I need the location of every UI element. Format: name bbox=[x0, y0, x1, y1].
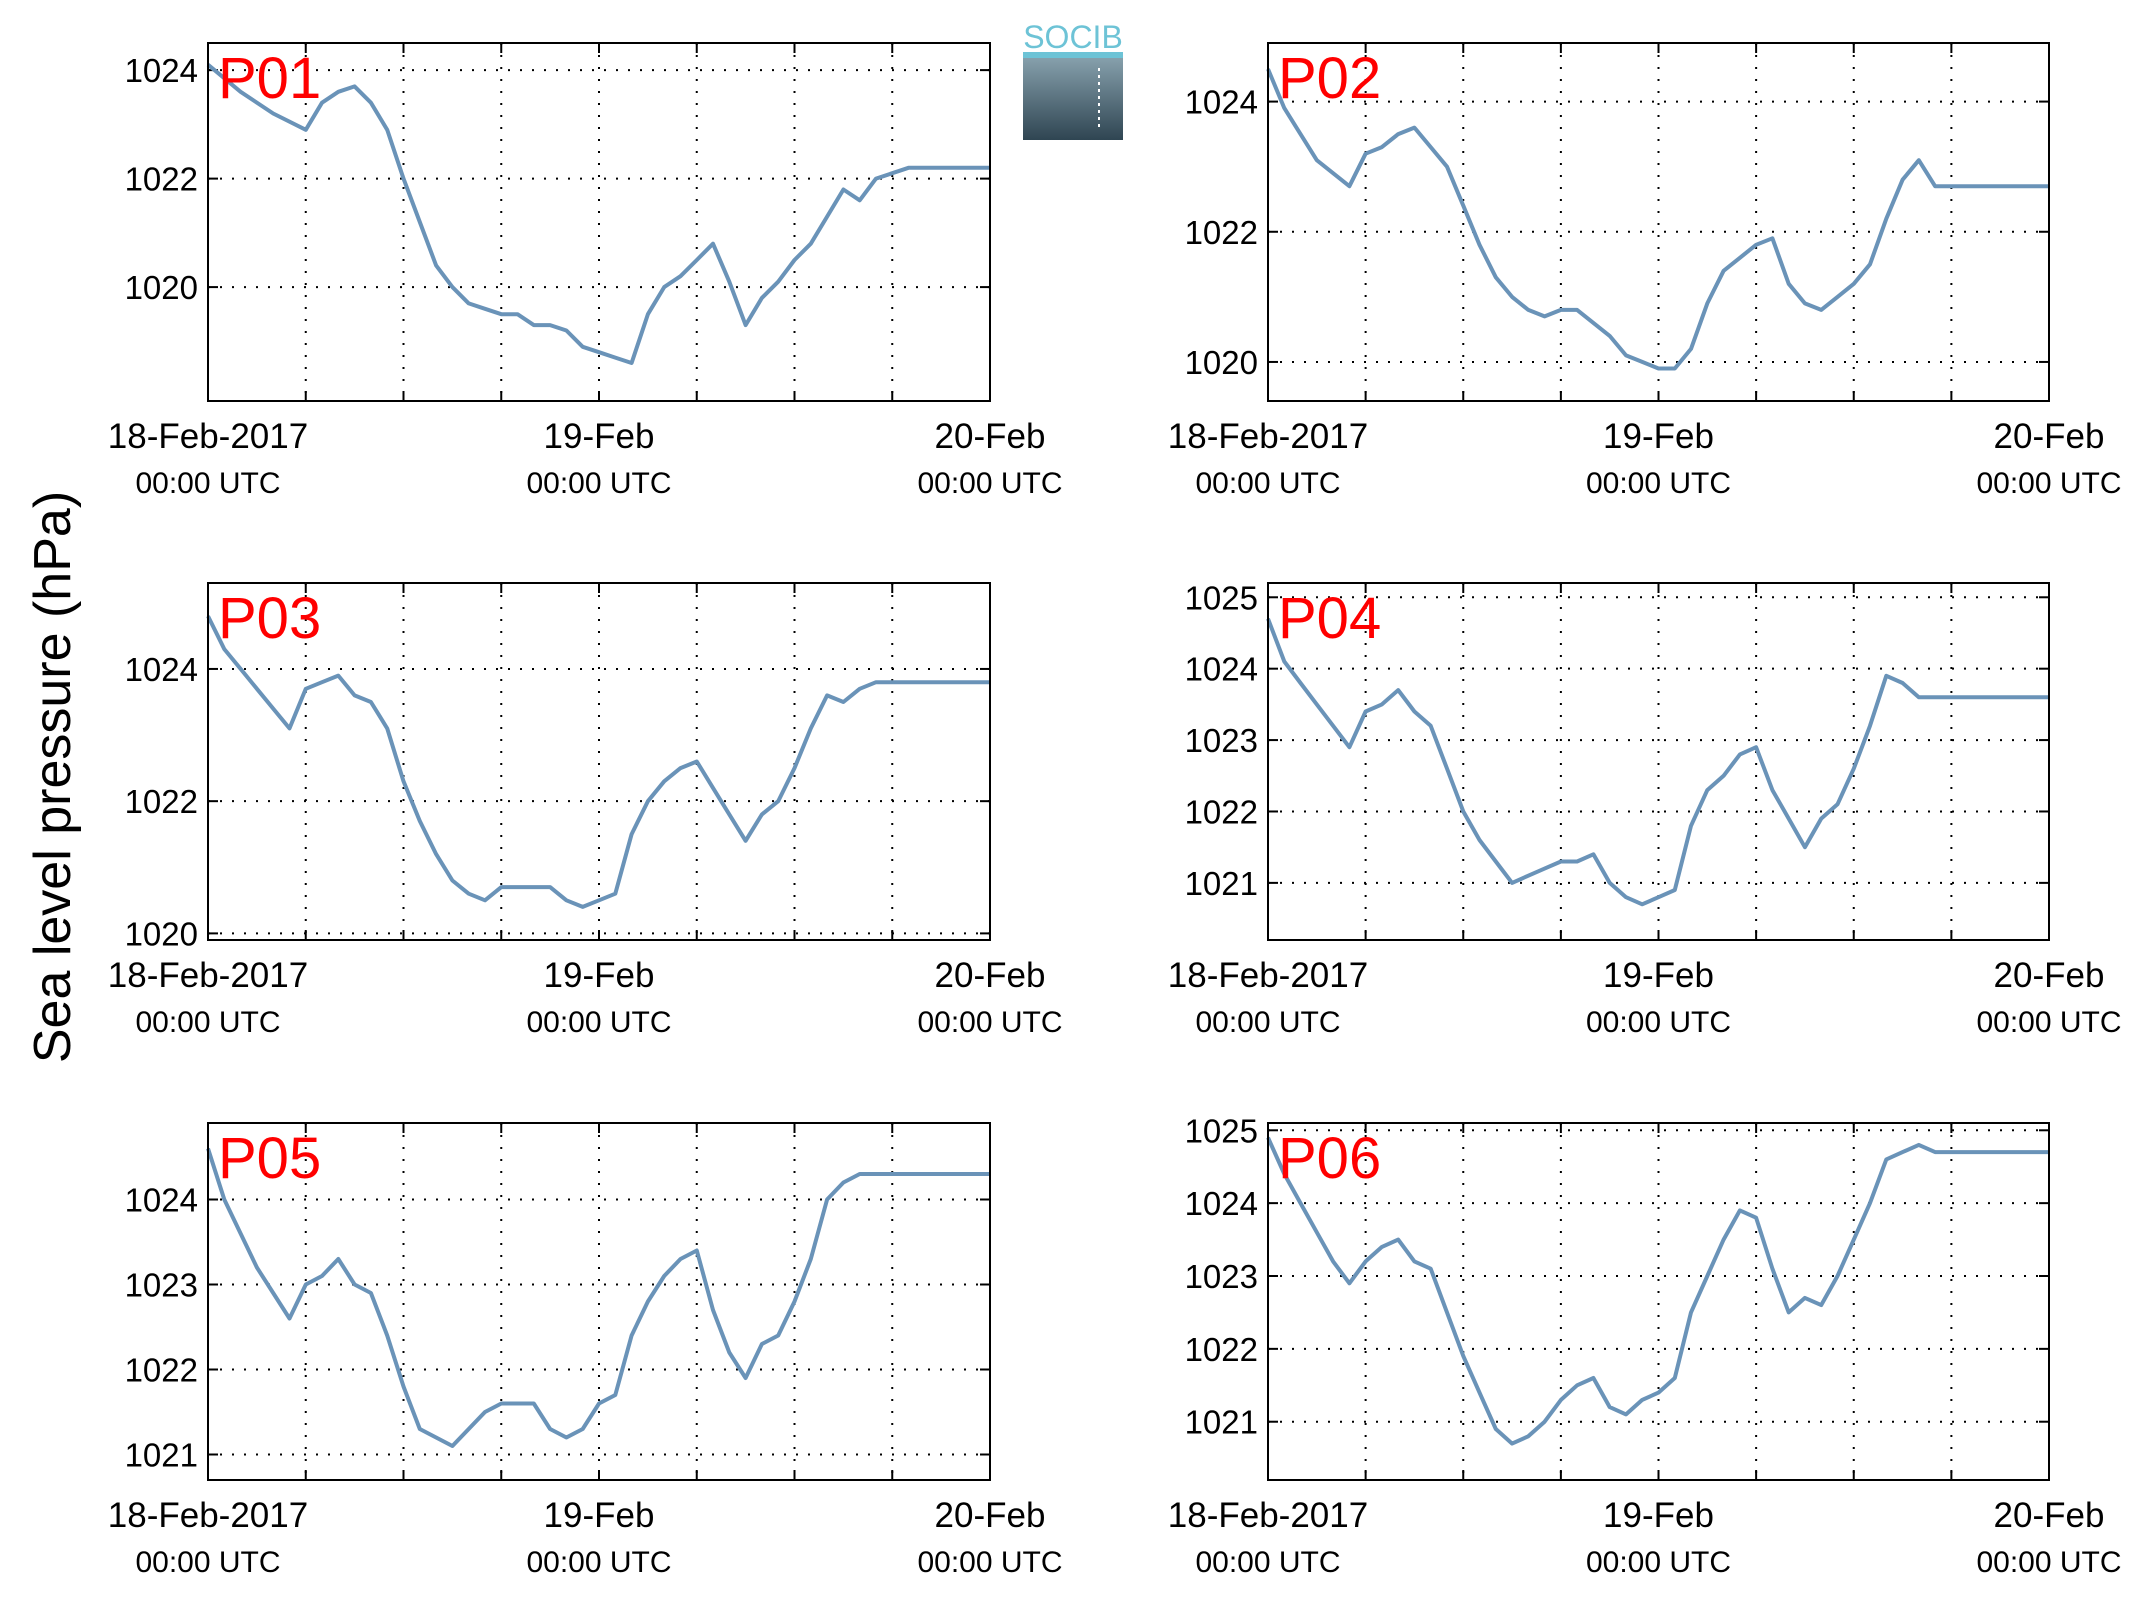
x-tick-time: 00:00 UTC bbox=[917, 1006, 1062, 1039]
y-tick-label: 1024 bbox=[125, 52, 198, 89]
x-tick-date: 18-Feb-2017 bbox=[1168, 956, 1368, 995]
x-tick-date: 20-Feb bbox=[1994, 956, 2105, 995]
y-tick-label: 1021 bbox=[125, 1437, 198, 1474]
x-tick-time: 00:00 UTC bbox=[1195, 1006, 1340, 1039]
x-tick-time: 00:00 UTC bbox=[526, 1006, 671, 1039]
x-tick-time: 00:00 UTC bbox=[135, 1546, 280, 1579]
x-tick-date: 19-Feb bbox=[1603, 956, 1714, 995]
x-tick-date: 20-Feb bbox=[935, 956, 1046, 995]
x-tick-date: 19-Feb bbox=[544, 1496, 655, 1535]
x-tick-time: 00:00 UTC bbox=[135, 467, 280, 500]
axes-frame bbox=[207, 582, 991, 941]
x-tick-date: 18-Feb-2017 bbox=[108, 1496, 308, 1535]
x-tick-date: 19-Feb bbox=[1603, 417, 1714, 456]
y-tick-label: 1020 bbox=[1185, 344, 1258, 381]
panel-p02: 1020 1022 1024 P02 18-Feb-2017 00:00 UTC 19-Fe… bbox=[1168, 42, 2122, 500]
series-line bbox=[206, 63, 990, 365]
axes-frame bbox=[1267, 582, 2050, 941]
x-tick-time: 00:00 UTC bbox=[917, 1546, 1062, 1579]
x-tick-date: 20-Feb bbox=[935, 417, 1046, 456]
y-tick-label: 1022 bbox=[125, 783, 198, 820]
y-tick-label: 1022 bbox=[1185, 793, 1258, 830]
series-line bbox=[1266, 68, 2049, 371]
logo-wave bbox=[1023, 52, 1123, 58]
series-line bbox=[1266, 617, 2049, 907]
y-tick-label: 1021 bbox=[1185, 1404, 1258, 1441]
x-tick-time: 00:00 UTC bbox=[917, 467, 1062, 500]
x-tick-date: 19-Feb bbox=[1603, 1496, 1714, 1535]
y-tick-label: 1020 bbox=[125, 269, 198, 306]
x-tick-time: 00:00 UTC bbox=[1586, 467, 1731, 500]
x-tick-date: 19-Feb bbox=[544, 417, 655, 456]
station-label: P02 bbox=[1278, 46, 1381, 111]
y-tick-label: 1023 bbox=[1185, 1258, 1258, 1295]
panel-p06: 1021 1022 1023 1024 1025 P06 18-Feb-2017 00:00 … bbox=[1168, 1112, 2122, 1579]
x-tick-time: 00:00 UTC bbox=[526, 1546, 671, 1579]
socib-logo: SOCIB bbox=[1023, 19, 1123, 140]
logo-block bbox=[1023, 54, 1123, 140]
y-tick-label: 1023 bbox=[1185, 722, 1258, 759]
y-tick-label: 1021 bbox=[1185, 865, 1258, 902]
panel-p03: 1020 1022 1024 P03 18-Feb-2017 00:00 UTC 19-Fe… bbox=[108, 582, 1063, 1039]
x-tick-date: 20-Feb bbox=[1994, 417, 2105, 456]
y-tick-label: 1024 bbox=[1185, 84, 1258, 121]
figure-ylabel: Sea level pressure (hPa) bbox=[24, 491, 82, 1063]
y-tick-label: 1022 bbox=[1185, 214, 1258, 251]
series-line bbox=[206, 615, 990, 909]
station-label: P03 bbox=[218, 586, 321, 651]
axes-frame bbox=[207, 42, 991, 402]
logo-text: SOCIB bbox=[1023, 19, 1123, 55]
x-tick-date: 18-Feb-2017 bbox=[1168, 1496, 1368, 1535]
panel-p04: 1021 1022 1023 1024 1025 P04 18-Feb-2017 00:00 … bbox=[1168, 579, 2122, 1039]
x-tick-time: 00:00 UTC bbox=[1586, 1006, 1731, 1039]
station-label: P05 bbox=[218, 1126, 321, 1191]
station-label: P04 bbox=[1278, 586, 1381, 651]
x-tick-time: 00:00 UTC bbox=[1586, 1546, 1731, 1579]
x-tick-time: 00:00 UTC bbox=[1976, 1006, 2121, 1039]
y-tick-label: 1023 bbox=[125, 1267, 198, 1304]
x-tick-time: 00:00 UTC bbox=[1976, 1546, 2121, 1579]
axes-frame bbox=[1267, 1122, 2050, 1481]
x-tick-date: 18-Feb-2017 bbox=[108, 956, 308, 995]
x-tick-time: 00:00 UTC bbox=[135, 1006, 280, 1039]
x-tick-date: 20-Feb bbox=[935, 1496, 1046, 1535]
series-line bbox=[1266, 1136, 2049, 1446]
y-tick-label: 1024 bbox=[125, 651, 198, 688]
panel-p05: 1021 1022 1023 1024 P05 18-Feb-2017 00:00 UTC 1… bbox=[108, 1122, 1063, 1579]
y-tick-label: 1024 bbox=[1185, 651, 1258, 688]
y-tick-label: 1022 bbox=[125, 1352, 198, 1389]
panel-p01: 1020 1022 1024 P01 18-Feb-2017 00:00 UTC 19-Fe… bbox=[108, 42, 1063, 500]
x-tick-time: 00:00 UTC bbox=[1195, 1546, 1340, 1579]
y-tick-label: 1025 bbox=[1185, 1112, 1258, 1149]
x-tick-time: 00:00 UTC bbox=[1976, 467, 2121, 500]
x-tick-date: 18-Feb-2017 bbox=[1168, 417, 1368, 456]
x-tick-time: 00:00 UTC bbox=[526, 467, 671, 500]
y-tick-label: 1022 bbox=[125, 161, 198, 198]
x-tick-time: 00:00 UTC bbox=[1195, 467, 1340, 500]
y-tick-label: 1020 bbox=[125, 915, 198, 952]
x-tick-date: 19-Feb bbox=[544, 956, 655, 995]
y-tick-label: 1022 bbox=[1185, 1331, 1258, 1368]
y-tick-label: 1024 bbox=[125, 1182, 198, 1219]
axes-frame bbox=[207, 1122, 991, 1481]
station-label: P06 bbox=[1278, 1126, 1381, 1191]
y-tick-label: 1025 bbox=[1185, 579, 1258, 616]
axes-frame bbox=[1267, 42, 2050, 402]
x-tick-date: 18-Feb-2017 bbox=[108, 417, 308, 456]
y-tick-label: 1024 bbox=[1185, 1185, 1258, 1222]
x-tick-date: 20-Feb bbox=[1994, 1496, 2105, 1535]
station-label: P01 bbox=[218, 46, 321, 111]
series-line bbox=[206, 1147, 990, 1448]
